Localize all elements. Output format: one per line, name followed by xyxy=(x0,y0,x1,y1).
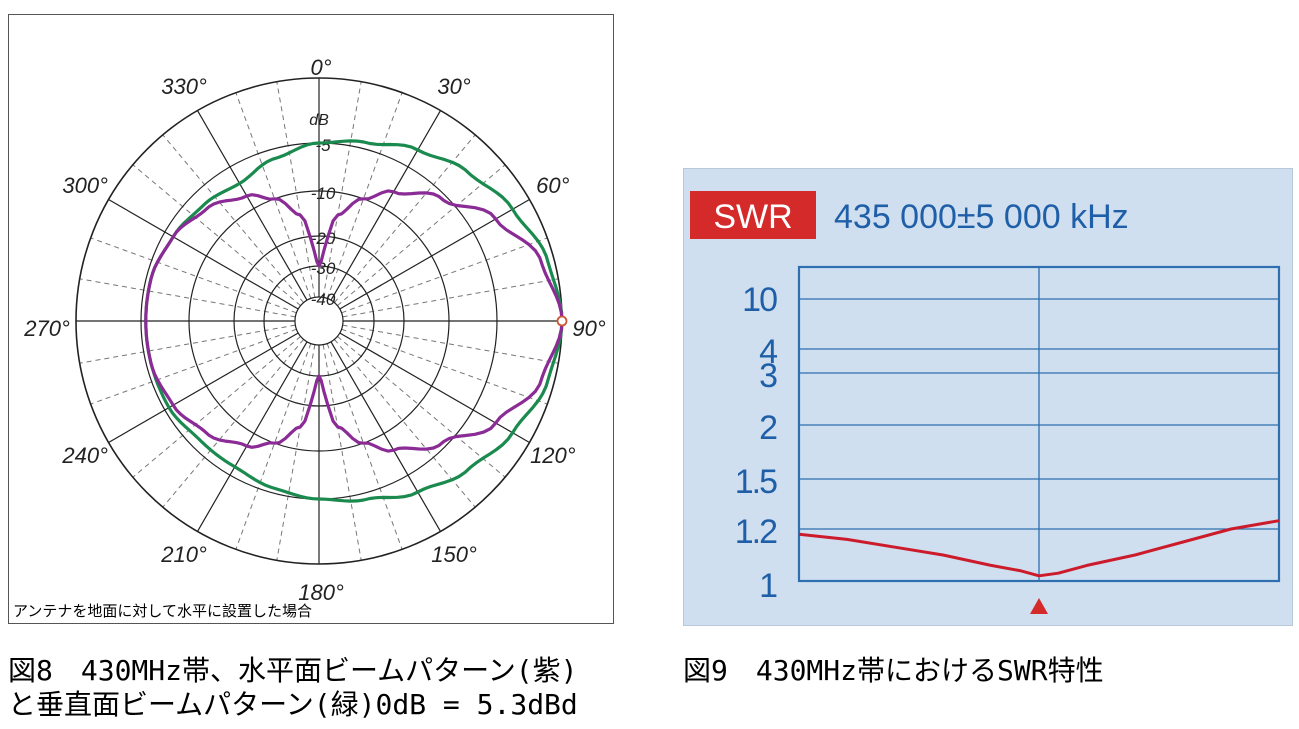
swr-tick-label: 1.2 xyxy=(735,513,777,551)
minor-spoke xyxy=(79,278,296,318)
swr-tick-label: 3 xyxy=(759,357,777,395)
major-spoke xyxy=(330,110,442,301)
minor-spoke xyxy=(90,328,297,405)
figure-8-note: アンテナを地面に対して水平に設置した場合 xyxy=(13,602,312,620)
minor-spoke xyxy=(334,339,476,508)
minor-spoke xyxy=(326,92,403,299)
minor-spoke xyxy=(337,336,506,478)
minor-spoke xyxy=(235,92,312,299)
db-ring-label: -40 xyxy=(311,290,336,309)
minor-spoke xyxy=(341,328,548,405)
minor-spoke xyxy=(235,343,312,550)
figure-9-caption: 図9 430MHz帯におけるSWR特性 xyxy=(683,654,1104,687)
swr-tick-label: 2 xyxy=(759,409,777,447)
angle-tick-label: 270° xyxy=(23,316,70,341)
swr-badge-label: SWR xyxy=(713,198,792,236)
major-spoke xyxy=(330,341,442,532)
minor-spoke xyxy=(132,336,301,478)
minor-spoke xyxy=(276,344,316,561)
minor-spoke xyxy=(322,344,362,561)
angle-tick-label: 60° xyxy=(536,173,569,198)
db-ring-label: -10 xyxy=(311,184,336,203)
angle-tick-label: 330° xyxy=(161,74,207,99)
swr-tick-label: 1 xyxy=(759,567,777,605)
minor-spoke xyxy=(342,324,559,364)
db-unit-label: dB xyxy=(309,112,329,129)
swr-tick-label: 4 xyxy=(759,333,777,371)
figure-8-caption: 図8 430MHz帯、水平面ビームパターン(紫) と垂直面ビームパターン(緑)0… xyxy=(8,654,578,721)
major-spoke xyxy=(339,332,530,444)
swr-curve xyxy=(798,519,1280,578)
figure-8-polar-chart: 0° 30° 60° 90° 120° 150° 180° 210° 240° 270° 300° 3… xyxy=(8,14,614,624)
major-spoke xyxy=(108,198,299,310)
minor-spoke xyxy=(132,164,301,306)
db-ring xyxy=(188,190,450,452)
minor-spoke xyxy=(341,237,548,314)
swr-chart-canvas: SWR 435 000±5 000 kHz 10 43 2 1.5 1.2 1 xyxy=(690,191,1281,614)
angle-tick-label: 120° xyxy=(530,443,576,468)
frequency-readout: 435 000±5 000 kHz xyxy=(834,198,1129,236)
minor-spoke xyxy=(342,278,559,318)
angle-tick-label: 180° xyxy=(298,580,344,605)
db-ring-label: -20 xyxy=(311,229,336,248)
center-frequency-marker xyxy=(1030,598,1048,614)
major-spoke xyxy=(196,110,308,301)
minor-spoke xyxy=(276,81,316,298)
swr-badge-background xyxy=(690,191,816,239)
angle-tick-label: 210° xyxy=(160,542,207,567)
minor-spoke xyxy=(334,134,476,303)
db-ring xyxy=(233,235,405,407)
angle-tick-label: 150° xyxy=(431,542,477,567)
angle-tick-label: 30° xyxy=(437,74,470,99)
minor-spoke xyxy=(326,343,403,550)
minor-spoke xyxy=(322,81,362,298)
minor-spoke xyxy=(79,324,296,364)
angle-tick-label: 0° xyxy=(310,55,331,80)
minor-spoke xyxy=(162,339,304,508)
swr-tick-label: 1.5 xyxy=(735,463,777,501)
swr-tick-label: 10 xyxy=(742,281,777,319)
minor-spoke xyxy=(90,237,297,314)
major-spoke xyxy=(339,198,530,310)
figure-9-swr-display: SWR 435 000±5 000 kHz 10 4 3 2 1.5 1.2 1 xyxy=(683,168,1293,626)
db-ring-label: -5 xyxy=(315,136,331,155)
major-spoke xyxy=(196,341,308,532)
major-spoke xyxy=(108,332,299,444)
minor-spoke xyxy=(337,164,506,306)
db-ring-label: -30 xyxy=(311,259,336,278)
minor-spoke xyxy=(162,134,304,303)
polar-chart-canvas: 0° 30° 60° 90° 120° 150° 180° 210° 240° 270° 300° 3… xyxy=(23,55,606,605)
zero-db-marker xyxy=(556,315,568,327)
angle-tick-label: 90° xyxy=(572,316,605,341)
angle-tick-label: 300° xyxy=(62,173,108,198)
angle-tick-label: 240° xyxy=(61,443,108,468)
db-ring xyxy=(294,296,344,346)
horizontal-pattern-curve xyxy=(144,189,564,453)
